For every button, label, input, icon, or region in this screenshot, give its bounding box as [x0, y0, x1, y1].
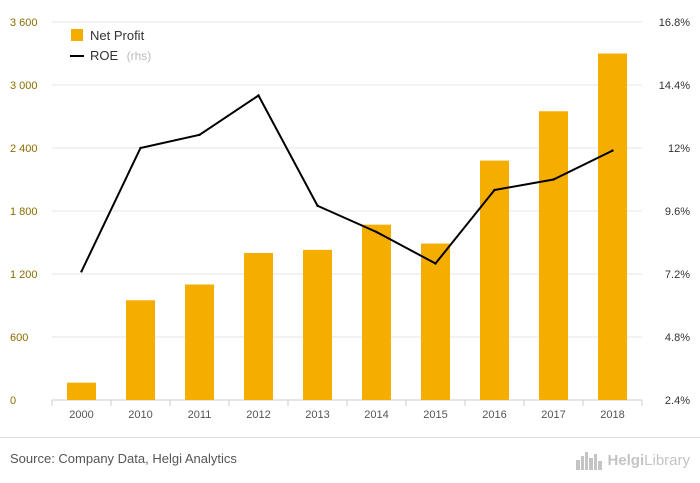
legend-label-net-profit: Net Profit [90, 28, 145, 43]
x-tick-label: 2015 [423, 409, 447, 421]
roe-line [80, 94, 613, 272]
roe-point [316, 204, 319, 207]
roe-point [493, 188, 496, 192]
bar [480, 160, 509, 400]
legend-label-roe-note: (rhs) [127, 49, 152, 63]
legend-label-roe: ROE (rhs) [90, 47, 151, 64]
right-tick-label: 14.4% [659, 80, 690, 92]
legend-label-roe-name: ROE [90, 48, 119, 63]
roe-point [80, 270, 83, 273]
legend-swatch-net-profit [71, 29, 83, 41]
roe-point [375, 230, 378, 234]
city-skyline-icon [576, 452, 603, 470]
line-series-roe [80, 94, 614, 273]
legend[interactable]: Net Profit ROE (rhs) [70, 28, 151, 64]
bar [185, 284, 214, 400]
source-note: Source: Company Data, Helgi Analytics [10, 451, 237, 466]
left-tick-label: 600 [10, 332, 28, 344]
right-tick-label: 9.6% [665, 206, 690, 218]
right-tick-label: 7.2% [665, 269, 690, 281]
bar [362, 224, 391, 400]
x-tick-label: 2018 [600, 409, 624, 421]
x-tick-label: 2010 [128, 409, 152, 421]
x-tick-label: 2000 [69, 409, 93, 421]
bar-series-net-profit [67, 53, 627, 400]
x-tick-label: 2012 [246, 409, 270, 421]
bar [598, 53, 627, 400]
left-tick-label: 1 200 [10, 269, 38, 281]
right-axis: 2.4% 4.8% 7.2% 9.6% 12% 14.4% 16.8% [659, 17, 690, 407]
roe-point [139, 146, 142, 150]
x-tick-label: 2016 [482, 409, 506, 421]
x-tick-label: 2014 [364, 409, 388, 421]
roe-point [434, 262, 437, 265]
bar [126, 300, 155, 400]
brand-logo[interactable]: Helgi Library [575, 449, 690, 471]
left-tick-label: 3 000 [10, 80, 38, 92]
brand-name-second: Library [644, 451, 690, 469]
left-tick-label: 2 400 [10, 143, 38, 155]
right-tick-label: 4.8% [665, 332, 690, 344]
right-tick-label: 12% [668, 143, 690, 155]
bar [303, 249, 332, 400]
left-tick-label: 3 600 [10, 17, 38, 29]
bar [244, 253, 273, 400]
footer-divider [0, 437, 700, 438]
left-tick-label: 0 [10, 395, 16, 407]
left-tick-label: 1 800 [10, 206, 38, 218]
roe-point [552, 178, 555, 181]
bar [539, 111, 568, 400]
right-tick-label: 2.4% [665, 395, 690, 407]
chart: 0 600 1 200 1 800 2 400 3 000 3 600 2.4% 4.8% 7.… [10, 17, 690, 421]
roe-point [198, 133, 201, 137]
roe-point [611, 149, 614, 152]
x-tick-label: 2017 [541, 409, 565, 421]
bar [421, 243, 450, 400]
x-axis: 2000 2010 2011 2012 2013 2014 2015 2016 2017 2018 [51, 400, 643, 421]
left-axis: 0 600 1 200 1 800 2 400 3 000 3 600 [10, 17, 38, 407]
brand-name-first: Helgi [607, 451, 645, 469]
roe-point [257, 94, 260, 97]
right-tick-label: 16.8% [659, 17, 690, 29]
x-tick-label: 2011 [188, 409, 212, 421]
x-tick-label: 2013 [305, 409, 329, 421]
bar [67, 382, 96, 400]
